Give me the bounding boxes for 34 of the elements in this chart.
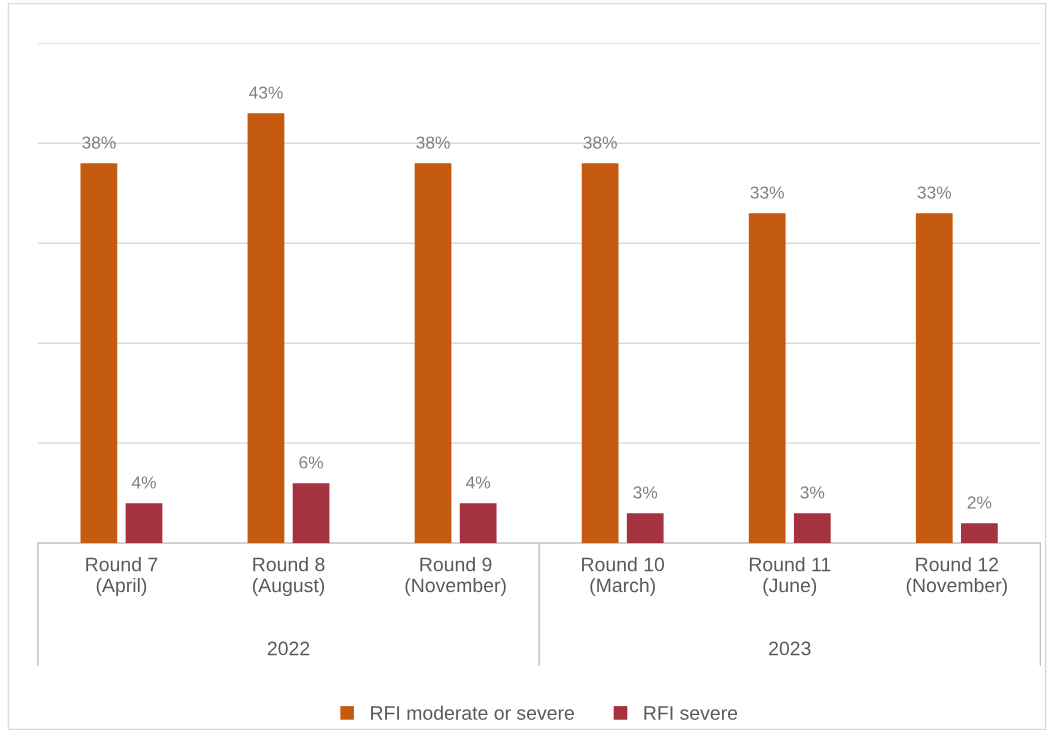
data-label: 38% — [416, 136, 450, 149]
bar — [414, 163, 452, 544]
legend-label: RFI moderate or severe — [371, 705, 574, 720]
bar — [961, 523, 998, 544]
data-label: 6% — [299, 456, 324, 469]
data-label: 38% — [82, 136, 116, 149]
bar — [748, 213, 786, 544]
bar — [247, 113, 285, 544]
x-tick-label: Round 10 (March) — [582, 557, 665, 597]
x-tick-label: Round 8 (August) — [252, 557, 325, 597]
data-label: 4% — [466, 476, 491, 489]
data-label: 4% — [131, 476, 156, 489]
x-tick-label: Round 9 (November) — [405, 557, 506, 597]
data-label: 43% — [248, 86, 283, 99]
data-label: 3% — [800, 486, 825, 499]
bar — [292, 483, 330, 544]
data-label: 33% — [917, 186, 952, 199]
data-label: 2% — [967, 496, 992, 509]
bar — [626, 513, 664, 544]
x-tick-label: Round 11 (June) — [749, 557, 831, 597]
x-tick-label: Round 7 (April) — [86, 557, 158, 597]
bar — [80, 163, 118, 544]
text: 2022 — [267, 641, 310, 656]
bar — [459, 503, 497, 544]
data-label: 38% — [583, 136, 617, 149]
bar — [793, 513, 831, 544]
bar — [125, 503, 163, 544]
data-label: 33% — [750, 186, 784, 199]
data-label: 3% — [633, 486, 658, 499]
legend-label: RFI severe — [644, 706, 738, 720]
x-tick-label: Round 12 (November) — [906, 557, 1007, 597]
bar — [915, 213, 953, 544]
bar — [581, 163, 619, 544]
text: 2023 — [769, 641, 811, 656]
